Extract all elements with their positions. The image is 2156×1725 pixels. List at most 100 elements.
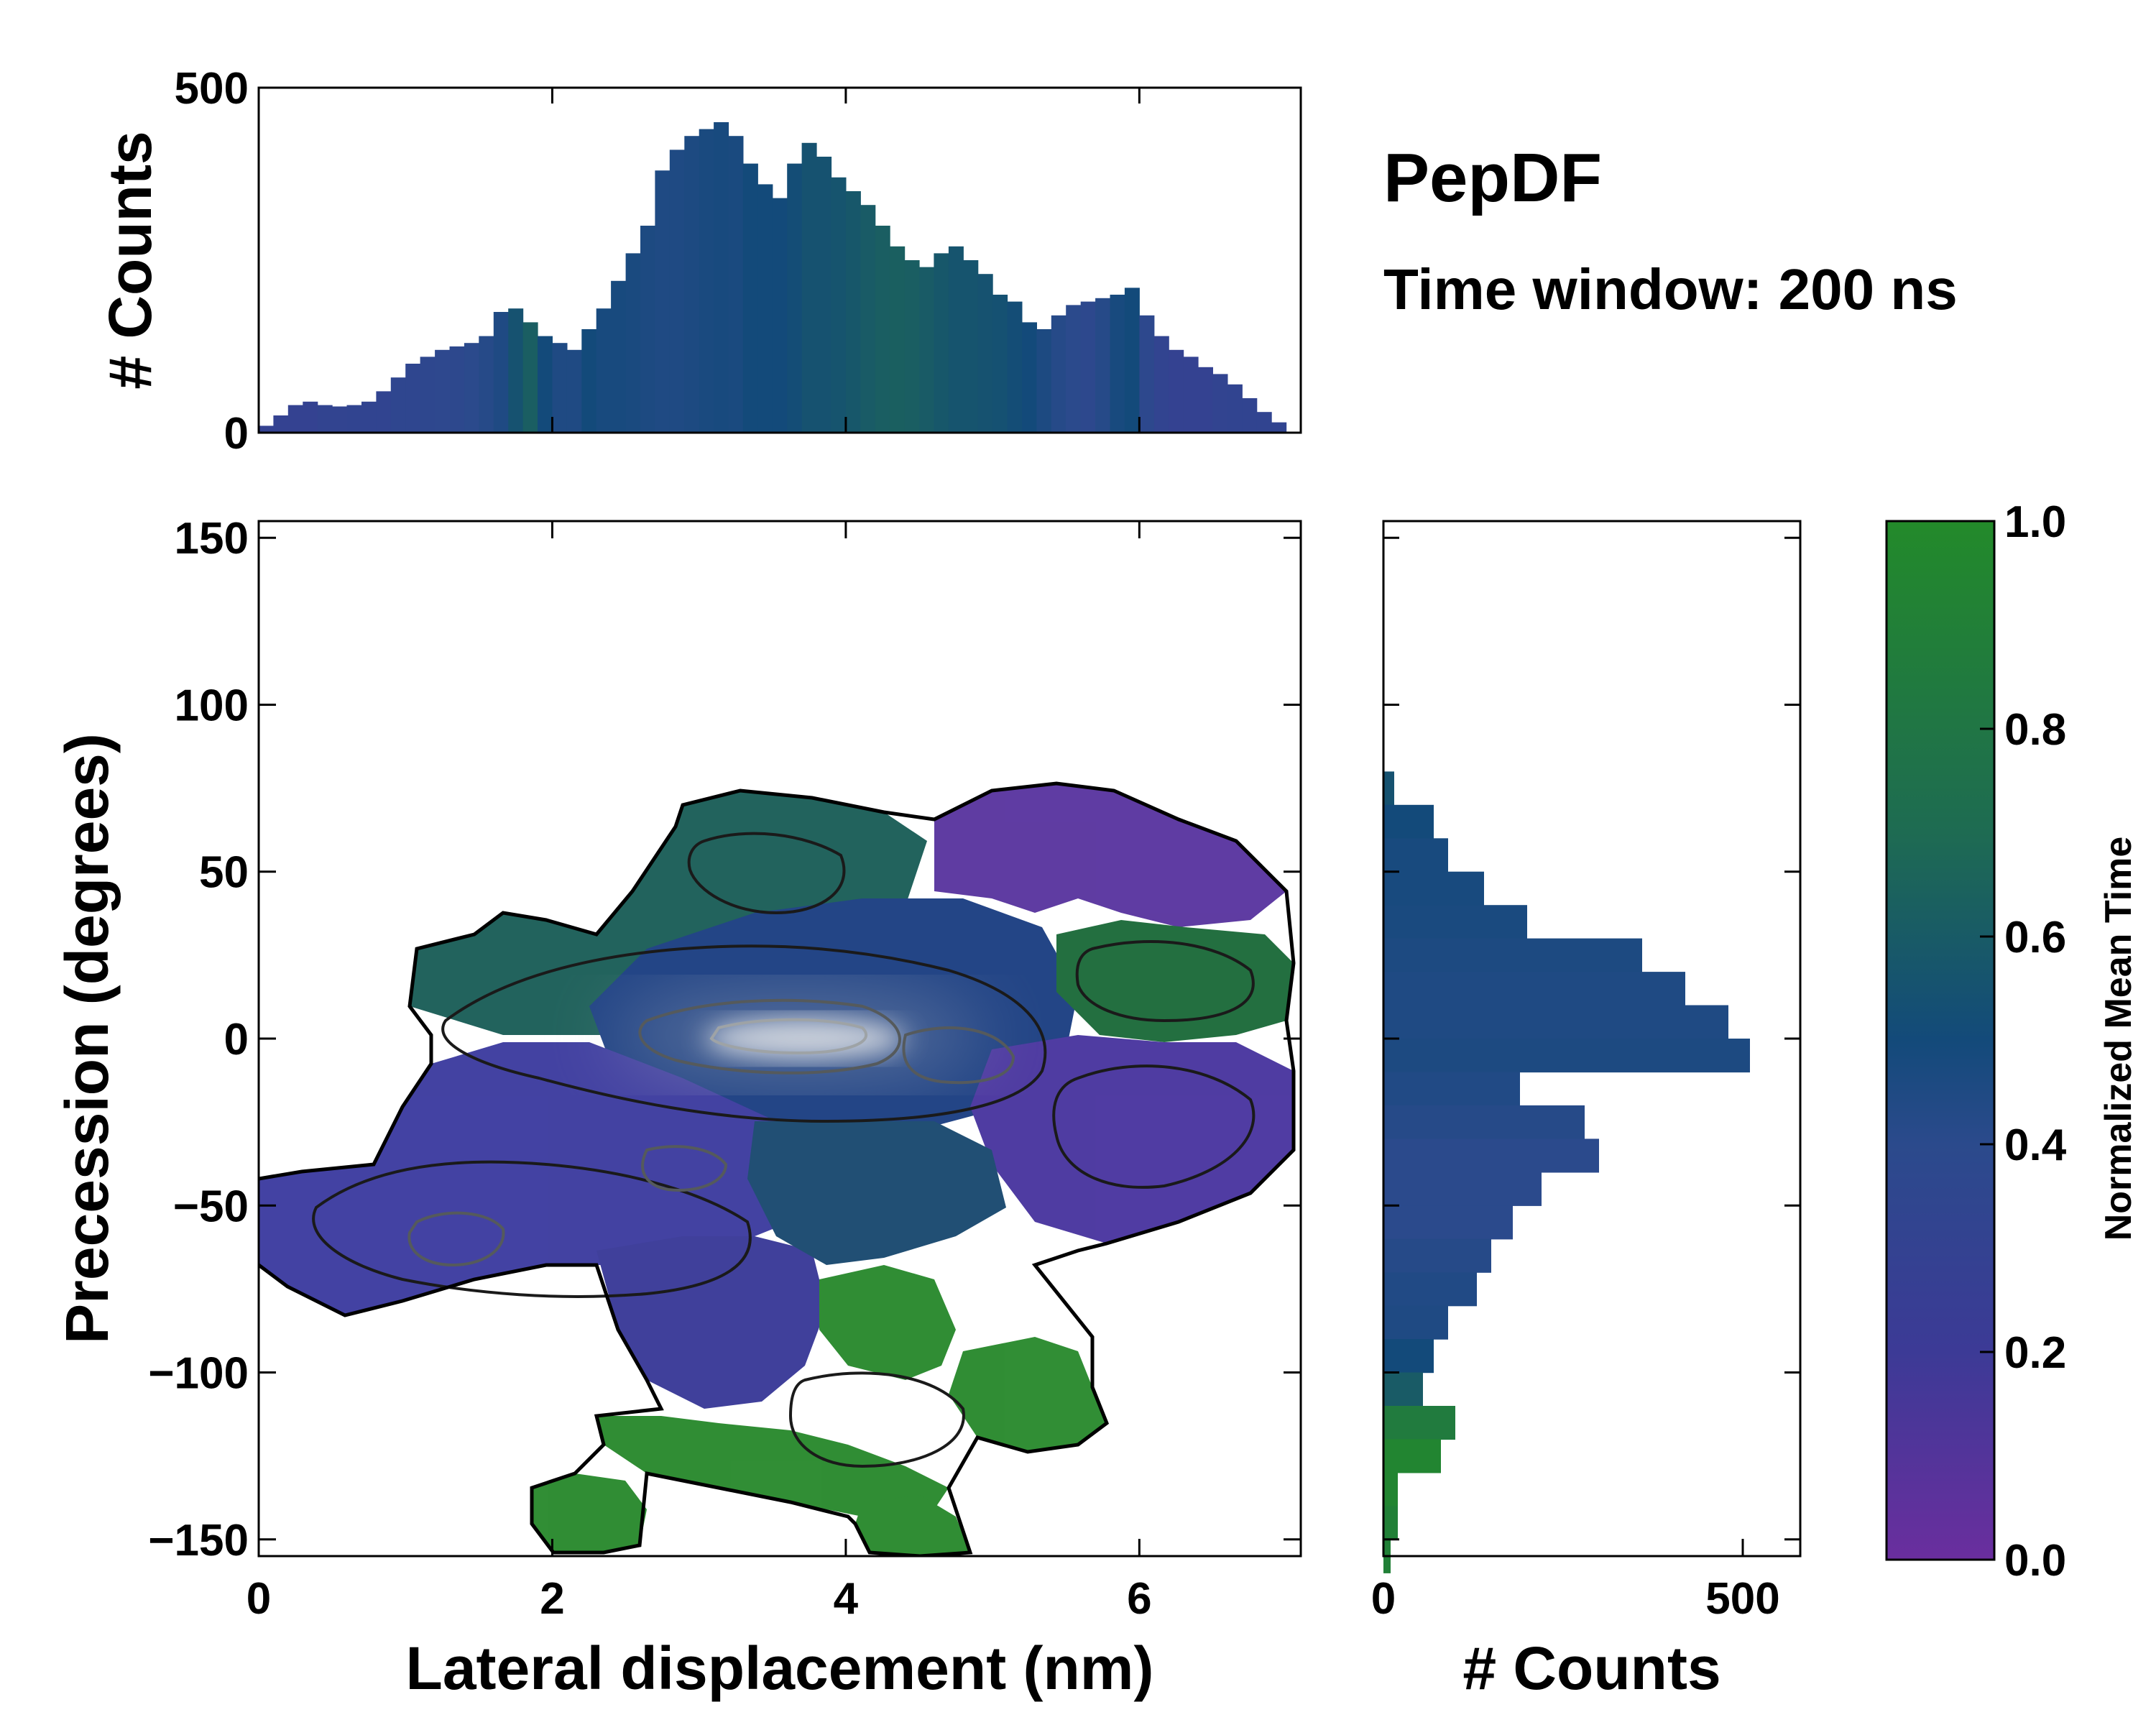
- top-histogram-bar: [1080, 301, 1096, 433]
- top-histogram-bar: [728, 136, 744, 433]
- top-histogram-bar: [992, 295, 1008, 433]
- top-histogram-bar: [934, 253, 949, 433]
- region-center-blend: [747, 1121, 1006, 1265]
- main-xtick-label: 6: [1127, 1574, 1151, 1624]
- region-right-green: [1056, 920, 1294, 1042]
- top-histogram-ylabel: # Counts: [96, 131, 164, 389]
- right-histogram-bars: [1383, 771, 1750, 1573]
- right-histogram-bar: [1383, 972, 1685, 1006]
- top-histogram-bar: [566, 349, 582, 433]
- right-histogram-bar: [1383, 1506, 1398, 1540]
- heatmap-regions: [259, 783, 1294, 1556]
- top-histogram-bar: [1124, 288, 1140, 433]
- right-histogram-ticks: 0 500: [1371, 536, 1800, 1624]
- density-glow: [611, 992, 985, 1078]
- top-histogram-bar: [1169, 349, 1184, 433]
- right-histogram: 0 500 # Counts: [1371, 520, 1802, 1702]
- contour-mid-4: [641, 1145, 728, 1192]
- top-histogram-bar: [655, 170, 671, 433]
- right-histogram-bar: [1383, 771, 1394, 806]
- top-histogram-bar: [1183, 356, 1199, 433]
- region-upper-right-purple: [934, 783, 1286, 927]
- right-histogram-bar: [1383, 1138, 1599, 1173]
- colorbar-label: Normalized Mean Time: [2098, 837, 2139, 1241]
- top-histogram-bar: [552, 343, 568, 433]
- region-lower-green-2: [949, 1337, 1107, 1452]
- top-histogram-bar: [1212, 374, 1228, 433]
- region-lower-center-purple: [596, 1236, 826, 1409]
- right-histogram-bar: [1383, 1372, 1423, 1407]
- top-histogram-ytick-label: 500: [175, 64, 249, 114]
- top-histogram-bar: [1153, 336, 1169, 433]
- colorbar-tick-label: 1.0: [2004, 497, 2066, 547]
- right-histogram-xtick-label: 0: [1371, 1574, 1396, 1624]
- top-histogram-bar: [479, 336, 494, 433]
- main-ytick-label: 50: [199, 848, 249, 898]
- main-ytick-label: −100: [148, 1349, 249, 1399]
- contour-inner-1: [709, 1018, 868, 1055]
- top-histogram-bar: [699, 129, 714, 433]
- main-xtick-label: 0: [247, 1574, 271, 1624]
- colorbar: 0.0 0.2 0.4 0.6 0.8 1.0 Normalized Mean Time: [1885, 497, 2139, 1586]
- figure-subtitle: Time window: 200 ns: [1383, 257, 1958, 321]
- right-histogram-bar: [1383, 1005, 1728, 1039]
- top-histogram-bar: [1227, 384, 1243, 433]
- right-histogram-bar: [1383, 1072, 1520, 1106]
- top-histogram-bar: [611, 280, 627, 433]
- top-histogram-bar: [273, 415, 289, 433]
- top-histogram-bar: [845, 191, 861, 433]
- region-lower-green-5: [855, 1495, 970, 1556]
- top-histogram-bar: [449, 346, 465, 433]
- top-histogram-bars: [259, 122, 1287, 433]
- contour-lines: [312, 832, 1256, 1468]
- top-histogram-bar: [538, 336, 553, 433]
- top-histogram-bar: [977, 274, 993, 433]
- top-histogram-bar: [1110, 295, 1125, 433]
- top-histogram-bar: [317, 405, 333, 433]
- top-histogram-bar: [1242, 398, 1258, 433]
- top-histogram-bar: [464, 343, 479, 433]
- top-histogram-bar: [1271, 422, 1287, 433]
- colorbar-tick-label: 0.0: [2004, 1536, 2066, 1586]
- colorbar-gradient: [1885, 520, 1996, 1561]
- right-histogram-bar: [1383, 1339, 1434, 1374]
- right-histogram-bar: [1383, 1439, 1441, 1473]
- top-histogram-bar: [420, 356, 436, 433]
- main-map: 0 2 4 6 150 100 50 0 −50 −100 −150 Lateral displac…: [53, 514, 1302, 1702]
- right-histogram-bar: [1383, 804, 1434, 839]
- right-histogram-bar: [1383, 938, 1642, 972]
- contour-outer-4: [1075, 940, 1255, 1023]
- top-histogram-bar: [581, 329, 597, 433]
- right-histogram-bar: [1383, 1406, 1455, 1440]
- main-xtick-label: 2: [540, 1574, 564, 1624]
- right-histogram-bar: [1383, 1272, 1477, 1307]
- top-histogram-bar: [1007, 301, 1023, 433]
- top-histogram-bar: [757, 184, 773, 433]
- top-histogram-bar: [904, 260, 920, 433]
- right-histogram-bar: [1383, 1472, 1398, 1506]
- figure-title: PepDF: [1383, 139, 1602, 216]
- contour-outer-5: [687, 832, 846, 915]
- region-lower-green-1: [819, 1265, 956, 1380]
- top-histogram-bar: [640, 226, 655, 433]
- top-histogram-ytick-label: 0: [224, 409, 249, 459]
- density-core: [704, 1018, 906, 1059]
- top-histogram-bar: [1256, 412, 1272, 433]
- main-ytick-label: 150: [175, 514, 249, 564]
- top-histogram-bar: [669, 150, 685, 433]
- top-histogram-bar: [1066, 305, 1082, 433]
- top-histogram: 0 500 # Counts: [96, 64, 1302, 459]
- top-histogram-bar: [493, 312, 509, 433]
- top-histogram-bar: [435, 349, 451, 433]
- contour-outer-1: [441, 944, 1047, 1123]
- top-histogram-bar: [684, 136, 700, 433]
- right-histogram-bar: [1383, 1172, 1542, 1206]
- top-histogram-bar: [508, 308, 524, 433]
- main-xtick-label: 4: [834, 1574, 859, 1624]
- top-histogram-bar: [963, 260, 979, 433]
- main-ytick-label: −50: [173, 1182, 249, 1231]
- top-histogram-bar: [376, 391, 392, 433]
- top-histogram-ticks: 0 500: [175, 64, 1141, 459]
- top-histogram-bar: [772, 198, 788, 433]
- top-histogram-bar: [1036, 329, 1052, 433]
